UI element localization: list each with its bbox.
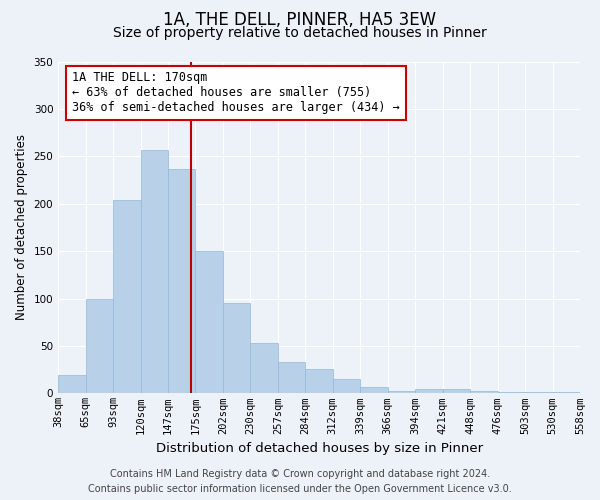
Bar: [388, 392, 415, 394]
X-axis label: Distribution of detached houses by size in Pinner: Distribution of detached houses by size …: [155, 442, 482, 455]
Bar: [113, 200, 140, 394]
Bar: [58, 376, 86, 394]
Bar: [333, 379, 360, 394]
Bar: [305, 368, 333, 394]
Text: 1A THE DELL: 170sqm
← 63% of detached houses are smaller (755)
36% of semi-detac: 1A THE DELL: 170sqm ← 63% of detached ho…: [72, 72, 400, 114]
Bar: [196, 251, 223, 394]
Bar: [470, 392, 497, 394]
Bar: [360, 387, 388, 394]
Bar: [223, 304, 250, 394]
Bar: [415, 388, 443, 394]
Text: Size of property relative to detached houses in Pinner: Size of property relative to detached ho…: [113, 26, 487, 40]
Bar: [250, 343, 278, 394]
Bar: [278, 362, 305, 394]
Text: Contains HM Land Registry data © Crown copyright and database right 2024.
Contai: Contains HM Land Registry data © Crown c…: [88, 469, 512, 494]
Bar: [140, 150, 168, 394]
Bar: [443, 388, 470, 394]
Bar: [525, 392, 553, 394]
Y-axis label: Number of detached properties: Number of detached properties: [15, 134, 28, 320]
Text: 1A, THE DELL, PINNER, HA5 3EW: 1A, THE DELL, PINNER, HA5 3EW: [163, 11, 437, 29]
Bar: [553, 392, 580, 394]
Bar: [168, 168, 196, 394]
Bar: [86, 298, 113, 394]
Bar: [497, 392, 525, 394]
